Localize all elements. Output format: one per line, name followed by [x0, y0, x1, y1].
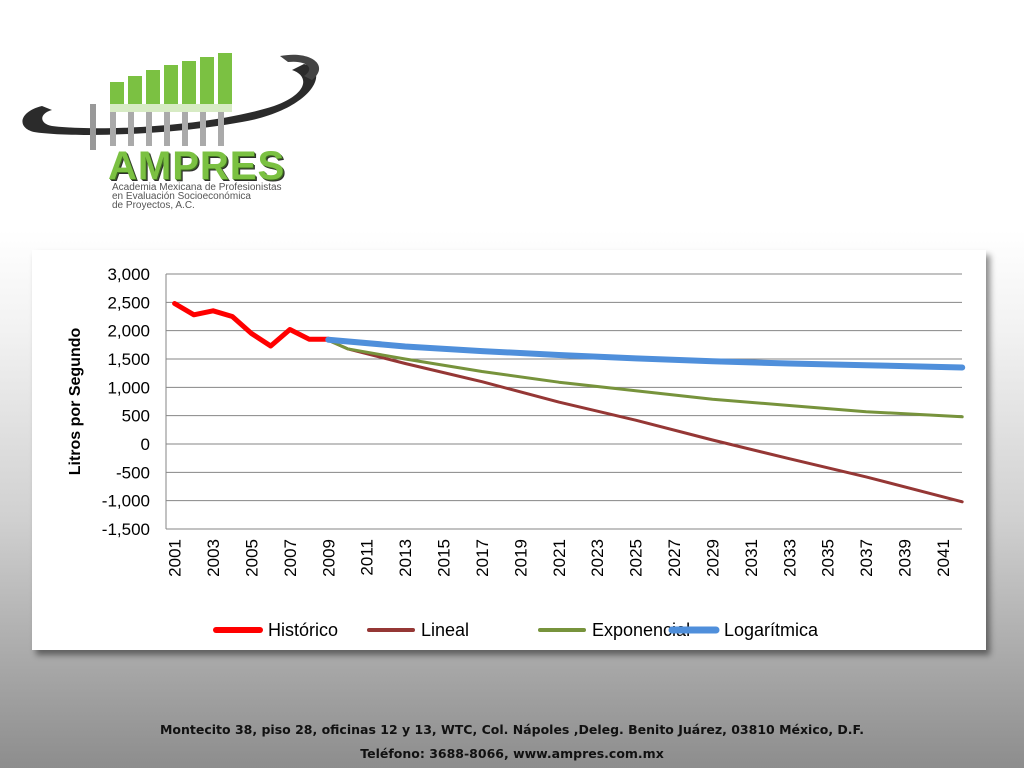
series-line-histórico	[172, 301, 331, 349]
x-tick-label: 2017	[473, 539, 492, 577]
legend-label: Lineal	[421, 620, 469, 640]
y-tick-label: 1,000	[107, 378, 150, 397]
series-line-exponencial	[326, 338, 964, 419]
y-tick-label: 2,000	[107, 322, 150, 341]
x-tick-label: 2011	[358, 539, 377, 576]
x-tick-label: 2027	[665, 539, 684, 577]
y-tick-label: -1,000	[102, 492, 150, 511]
x-tick-label: 2005	[242, 539, 261, 577]
y-tick-label: 3,000	[107, 265, 150, 284]
y-tick-label: 2,500	[107, 293, 150, 312]
line-chart: 3,000 2,500 2,000 1,500 1,000 500 0 -500 -1,000 -…	[67, 265, 966, 640]
y-tick-label: 500	[122, 407, 150, 426]
logo-tagline-line: Academia Mexicana de Profesionistas	[112, 182, 282, 193]
legend-label: Exponencial	[592, 620, 690, 640]
x-tick-label: 2035	[819, 539, 838, 577]
y-tick-label: -500	[116, 463, 150, 482]
x-tick-label: 2015	[435, 539, 454, 577]
footer-contact: Teléfono: 3688-8066, www.ampres.com.mx	[360, 746, 664, 761]
x-tick-label: 2037	[857, 539, 876, 577]
x-tick-label: 2033	[780, 539, 799, 577]
logo-swoosh	[22, 64, 317, 135]
y-axis-label: Litros por Segundo	[67, 328, 84, 476]
legend-label: Logarítmica	[724, 620, 819, 640]
x-tick-label: 2007	[281, 539, 300, 577]
x-tick-label: 2023	[588, 539, 607, 577]
logo-bars	[90, 53, 232, 150]
ampres-logo: AMPRES Academia Mexicana de Profesionist…	[12, 40, 332, 220]
x-tick-label: 2009	[319, 539, 338, 577]
x-tick-label: 2013	[396, 539, 415, 577]
y-tick-label: 0	[141, 435, 150, 454]
y-tick-label: -1,500	[102, 520, 150, 539]
x-tick-label: 2019	[511, 539, 530, 577]
x-tick-label: 2039	[896, 539, 915, 577]
series-line-lineal	[326, 338, 964, 504]
x-tick-label: 2001	[166, 539, 185, 577]
footer: Montecito 38, piso 28, oficinas 12 y 13,…	[0, 718, 1024, 766]
x-tick-label: 2021	[550, 539, 569, 577]
x-tick-label: 2025	[627, 539, 646, 577]
logo-tagline-line: de Proyectos, A.C.	[112, 200, 195, 211]
x-tick-label: 2041	[934, 539, 953, 577]
logo-tagline: Academia Mexicana de Profesionistas en E…	[112, 182, 342, 211]
legend-label: Histórico	[268, 620, 338, 640]
x-tick-label: 2003	[204, 539, 223, 577]
logo-tagline-line: en Evaluación Socioeconómica	[112, 191, 251, 202]
y-tick-label: 1,500	[107, 350, 150, 369]
x-tick-label: 2031	[742, 539, 761, 577]
series-line-logarítmica	[325, 336, 966, 371]
footer-address: Montecito 38, piso 28, oficinas 12 y 13,…	[159, 722, 865, 737]
chart-card: 3,000 2,500 2,000 1,500 1,000 500 0 -500 -1,000 -…	[32, 250, 986, 650]
logo-graphic	[22, 53, 320, 150]
logo-brand-text: AMPRES	[108, 144, 286, 188]
x-tick-label: 2029	[703, 539, 722, 577]
